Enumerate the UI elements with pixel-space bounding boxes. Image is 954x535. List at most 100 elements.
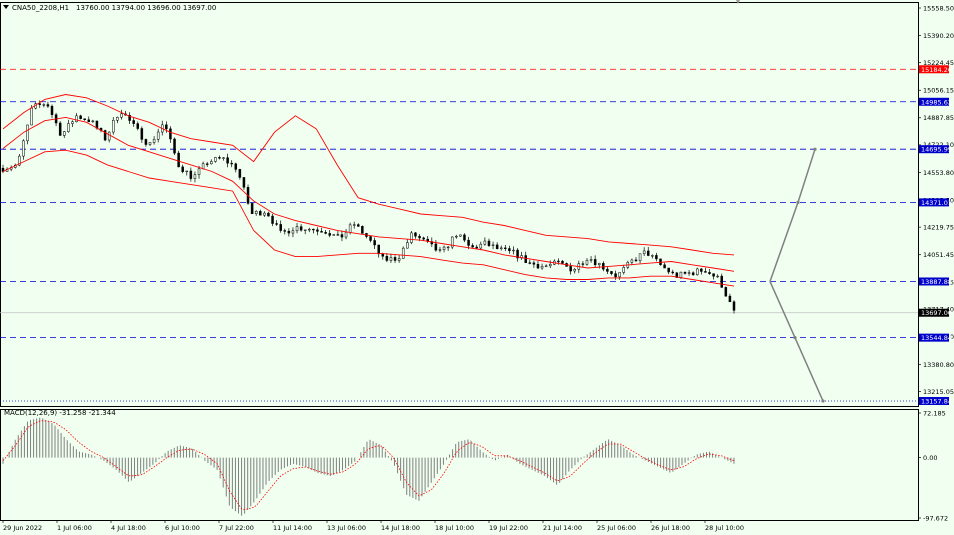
candle-body [410, 232, 413, 243]
price-frame [0, 2, 919, 407]
candle-body [487, 240, 491, 246]
level-label: 15184.26 [921, 66, 952, 74]
candle-body [540, 265, 544, 269]
price-tick-label: 13215.05 [923, 388, 954, 396]
candle-body [385, 256, 389, 261]
candle-body [230, 162, 233, 165]
candle-body [401, 247, 405, 259]
candle-body [295, 226, 299, 232]
candle-body [569, 266, 572, 272]
candle-body [491, 244, 495, 246]
candle-body [340, 234, 344, 238]
candle-body [46, 104, 50, 107]
candle-body [156, 131, 160, 140]
candle-body [397, 258, 401, 261]
candle-body [250, 203, 254, 215]
candle-body [418, 235, 421, 239]
price-pane[interactable]: 15558.50 15390.20 15224.45 15056.15 14887.85… [0, 0, 954, 407]
level-label-box [919, 277, 949, 286]
time-tick-label: 4 Jul 18:00 [111, 524, 146, 532]
candle-body [389, 257, 393, 261]
time-tick-label: 13 Jul 06:00 [327, 524, 366, 532]
candle-body [516, 249, 519, 259]
candle-body [189, 170, 193, 179]
candle-body [724, 287, 728, 297]
candle-body [463, 234, 466, 241]
candle-body [324, 232, 327, 234]
macd-tick-label: -97.672 [923, 514, 948, 522]
candle-body [173, 138, 176, 154]
time-tick-label: 21 Jul 14:00 [543, 524, 582, 532]
candle-body [79, 115, 82, 119]
level-label: 14695.99 [921, 146, 952, 154]
candle-body [667, 267, 670, 273]
candle-body [618, 272, 621, 278]
time-tick-label: 28 Jul 10:00 [705, 524, 744, 532]
macd-header: MACD(12,26,9) -31.258 -21.344 [4, 409, 116, 417]
candle-body [26, 124, 29, 142]
candle-body [320, 231, 323, 233]
candle-body [132, 120, 135, 124]
price-tick-label: 15224.45 [923, 59, 954, 67]
candle-body [226, 157, 229, 164]
candle-body [332, 234, 336, 236]
time-tick-label: 29 Jun 2022 [3, 524, 42, 532]
candle-body [140, 128, 144, 140]
candle-body [651, 255, 654, 257]
candle-body [63, 131, 66, 136]
level-label-box [919, 333, 949, 342]
bollinger-upper [2, 94, 735, 256]
candle-body [602, 263, 605, 270]
candle-body [475, 246, 478, 249]
collapse-triangle-icon[interactable] [3, 5, 9, 9]
candle-body [238, 169, 242, 178]
candle-body [434, 243, 438, 251]
candle-body [671, 271, 674, 274]
level-label: 13157.84 [921, 398, 952, 406]
candle-body [120, 113, 123, 118]
candle-body [352, 224, 356, 226]
bollinger-lower [2, 149, 735, 287]
candle-body [700, 268, 703, 272]
candle-body [263, 212, 266, 216]
candle-body [165, 124, 168, 130]
candle-body [589, 259, 593, 261]
candle-body [271, 215, 274, 224]
level-label: 14985.62 [921, 98, 952, 106]
time-axis: 29 Jun 2022 1 Jul 06:00 4 Jul 18:00 6 Jul 1… [2, 520, 744, 532]
candle-body [58, 122, 62, 136]
candle-body [312, 228, 315, 231]
candle-body [136, 123, 140, 129]
candle-body [712, 273, 715, 277]
candle-body [344, 232, 348, 238]
candle-body [91, 120, 95, 123]
candle-body [357, 224, 360, 227]
candle-body [728, 295, 732, 303]
time-tick-label: 14 Jul 18:00 [381, 524, 420, 532]
candle-body [610, 271, 613, 274]
candle-body [532, 262, 536, 265]
candle-body [634, 259, 638, 262]
candle-body [87, 119, 91, 123]
macd-frame [0, 409, 919, 521]
candle-body [152, 139, 156, 143]
candle-body [222, 157, 225, 159]
macd-pane[interactable]: 72.185 0.00 -97.672 [0, 409, 949, 522]
candle-body [614, 273, 617, 278]
candle-body [185, 170, 189, 173]
ohlc-values: 13760.00 13794.00 13696.00 13697.00 [76, 4, 216, 12]
candle-body [581, 263, 585, 265]
projection-arrow [797, 148, 816, 203]
projection-arrow-head-icon [813, 147, 817, 151]
candle-body [504, 247, 507, 249]
candle-body [508, 248, 511, 251]
level-label-box [919, 198, 949, 207]
candle-body [193, 174, 197, 179]
macd-signal-line [2, 420, 735, 511]
candle-body [181, 166, 184, 172]
current-price-label: 13697.00 [921, 309, 952, 317]
candle-body [573, 268, 576, 272]
candle-body [377, 244, 380, 255]
candle-body [205, 163, 209, 165]
